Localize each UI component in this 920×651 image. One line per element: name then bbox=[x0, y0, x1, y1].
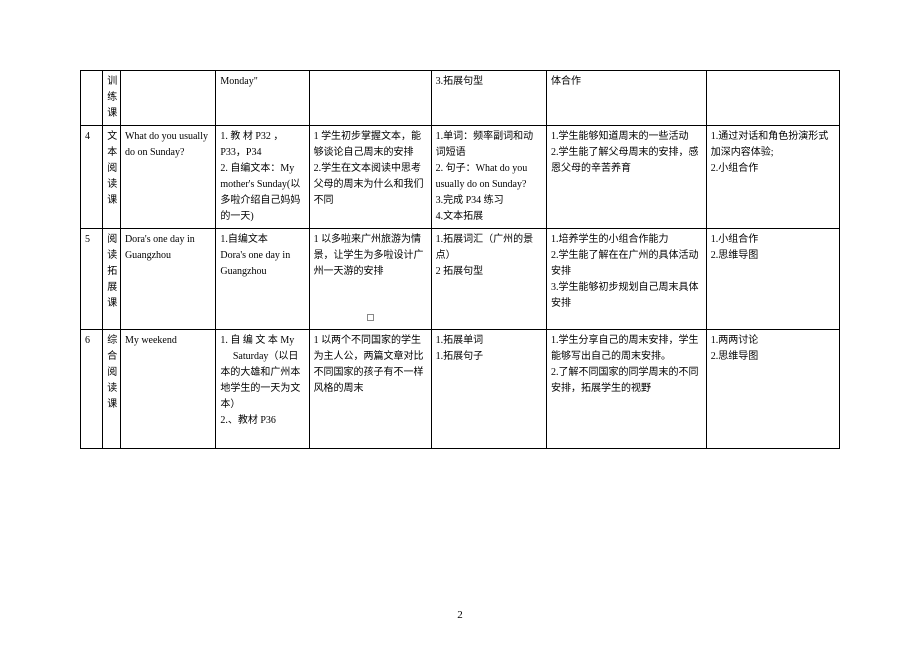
cell-topic: What do you usually do on Sunday? bbox=[120, 126, 215, 229]
line: 1.单词：频率副词和动词短语 bbox=[436, 129, 542, 161]
page-number: 2 bbox=[0, 609, 920, 621]
table-row: 5 阅读拓展课 Dora's one day in Guangzhou 1.自编… bbox=[81, 229, 840, 330]
line: 1. 教 材 P32 ，P33，P34 bbox=[220, 129, 304, 161]
line: Dora's one day in Guangzhou bbox=[220, 248, 304, 280]
line: 2 拓展句型 bbox=[436, 264, 542, 280]
line: 3.完成 P34 练习 bbox=[436, 193, 542, 209]
cell-lang: 3.拓展句型 bbox=[431, 71, 546, 126]
line: 1.拓展句子 bbox=[436, 349, 542, 365]
line: 1.学生能够知道周末的一些活动 bbox=[551, 129, 702, 145]
cell-topic: Dora's one day in Guangzhou bbox=[120, 229, 215, 330]
line: 2.学生能了解父母周末的安排，感恩父母的辛苦养育 bbox=[551, 145, 702, 177]
table-row: 训练课 Monday" 3.拓展句型 体合作 bbox=[81, 71, 840, 126]
line: 3.学生能够初步规划自己周末具体安排 bbox=[551, 280, 702, 312]
line: 2.了解不同国家的同学周末的不同安排，拓展学生的视野 bbox=[551, 365, 702, 397]
line: 2.学生能了解在在广州的具体活动安排 bbox=[551, 248, 702, 280]
cell-type: 训练课 bbox=[103, 71, 121, 126]
cell-type: 综合阅读课 bbox=[103, 330, 121, 449]
line: 2.思维导图 bbox=[711, 349, 835, 365]
line: 2.学生在文本阅读中思考父母的周末为什么和我们不同 bbox=[314, 161, 427, 209]
cell-topic: My weekend bbox=[120, 330, 215, 449]
line: 1 学生初步掌握文本，能够谈论自己周末的安排 bbox=[314, 129, 427, 161]
cell-goal: 1.学生能够知道周末的一些活动 2.学生能了解父母周末的安排，感恩父母的辛苦养育 bbox=[547, 126, 707, 229]
cell-goal: 1.培养学生的小组合作能力 2.学生能了解在在广州的具体活动安排 3.学生能够初… bbox=[547, 229, 707, 330]
cell-material: Monday" bbox=[216, 71, 309, 126]
line: 1.培养学生的小组合作能力 bbox=[551, 232, 702, 248]
cell-method: 1.小组合作 2.思维导图 bbox=[706, 229, 839, 330]
cell-material: 1.自编文本 Dora's one day in Guangzhou bbox=[216, 229, 309, 330]
cell-index: 6 bbox=[81, 330, 103, 449]
line: 1 以两个不同国家的学生为主人公，两篇文章对比不同国家的孩子有不一样风格的周末 bbox=[314, 333, 427, 397]
cell-lang: 1.拓展单词 1.拓展句子 bbox=[431, 330, 546, 449]
cell-index: 5 bbox=[81, 229, 103, 330]
cell-type: 阅读拓展课 bbox=[103, 229, 121, 330]
cell-material: 1. 自 编 文 本 My Saturday（以日本的大雄和广州本地学生的一天为… bbox=[216, 330, 309, 449]
cell-method bbox=[706, 71, 839, 126]
cell-desc: 1 以多啦来广州旅游为情景，让学生为多啦设计广州一天游的安排 bbox=[309, 229, 431, 330]
cell-method: 1.通过对话和角色扮演形式加深内容体验; 2.小组合作 bbox=[706, 126, 839, 229]
line: 2. 句子：What do you usually do on Sunday? bbox=[436, 161, 542, 193]
line: 2.小组合作 bbox=[711, 161, 835, 177]
cell-type: 文本阅读课 bbox=[103, 126, 121, 229]
cell-desc bbox=[309, 71, 431, 126]
cell-index bbox=[81, 71, 103, 126]
cell-lang: 1.拓展词汇（广州的景点） 2 拓展句型 bbox=[431, 229, 546, 330]
cell-material: 1. 教 材 P32 ，P33，P34 2. 自编文本：My mother's … bbox=[216, 126, 309, 229]
line: 1.自编文本 bbox=[220, 232, 304, 248]
line: 1.学生分享自己的周末安排，学生能够写出自己的周末安排。 bbox=[551, 333, 702, 365]
line: 1. 自 编 文 本 My Saturday（以日本的大雄和广州本地学生的一天为… bbox=[220, 333, 304, 413]
line: 1.通过对话和角色扮演形式加深内容体验; bbox=[711, 129, 835, 161]
marker bbox=[314, 310, 427, 326]
lesson-plan-table: 训练课 Monday" 3.拓展句型 体合作 4 文本阅读课 What do y… bbox=[80, 70, 840, 449]
line: 2. 自编文本：My mother's Sunday(以多啦介绍自己妈妈的一天) bbox=[220, 161, 304, 225]
line: 1.拓展单词 bbox=[436, 333, 542, 349]
cell-topic bbox=[120, 71, 215, 126]
cell-index: 4 bbox=[81, 126, 103, 229]
square-icon bbox=[367, 314, 374, 321]
table-row: 6 综合阅读课 My weekend 1. 自 编 文 本 My Saturda… bbox=[81, 330, 840, 449]
line: 2.、教材 P36 bbox=[220, 413, 304, 429]
line: 1 以多啦来广州旅游为情景，让学生为多啦设计广州一天游的安排 bbox=[314, 232, 427, 280]
line: 1.两两讨论 bbox=[711, 333, 835, 349]
line: 1.小组合作 bbox=[711, 232, 835, 248]
line: 1.拓展词汇（广州的景点） bbox=[436, 232, 542, 264]
cell-goal: 1.学生分享自己的周末安排，学生能够写出自己的周末安排。 2.了解不同国家的同学… bbox=[547, 330, 707, 449]
cell-method: 1.两两讨论 2.思维导图 bbox=[706, 330, 839, 449]
line: 4.文本拓展 bbox=[436, 209, 542, 225]
line: 2.思维导图 bbox=[711, 248, 835, 264]
cell-goal: 体合作 bbox=[547, 71, 707, 126]
cell-desc: 1 学生初步掌握文本，能够谈论自己周末的安排 2.学生在文本阅读中思考父母的周末… bbox=[309, 126, 431, 229]
cell-lang: 1.单词：频率副词和动词短语 2. 句子：What do you usually… bbox=[431, 126, 546, 229]
cell-desc: 1 以两个不同国家的学生为主人公，两篇文章对比不同国家的孩子有不一样风格的周末 bbox=[309, 330, 431, 449]
table-row: 4 文本阅读课 What do you usually do on Sunday… bbox=[81, 126, 840, 229]
